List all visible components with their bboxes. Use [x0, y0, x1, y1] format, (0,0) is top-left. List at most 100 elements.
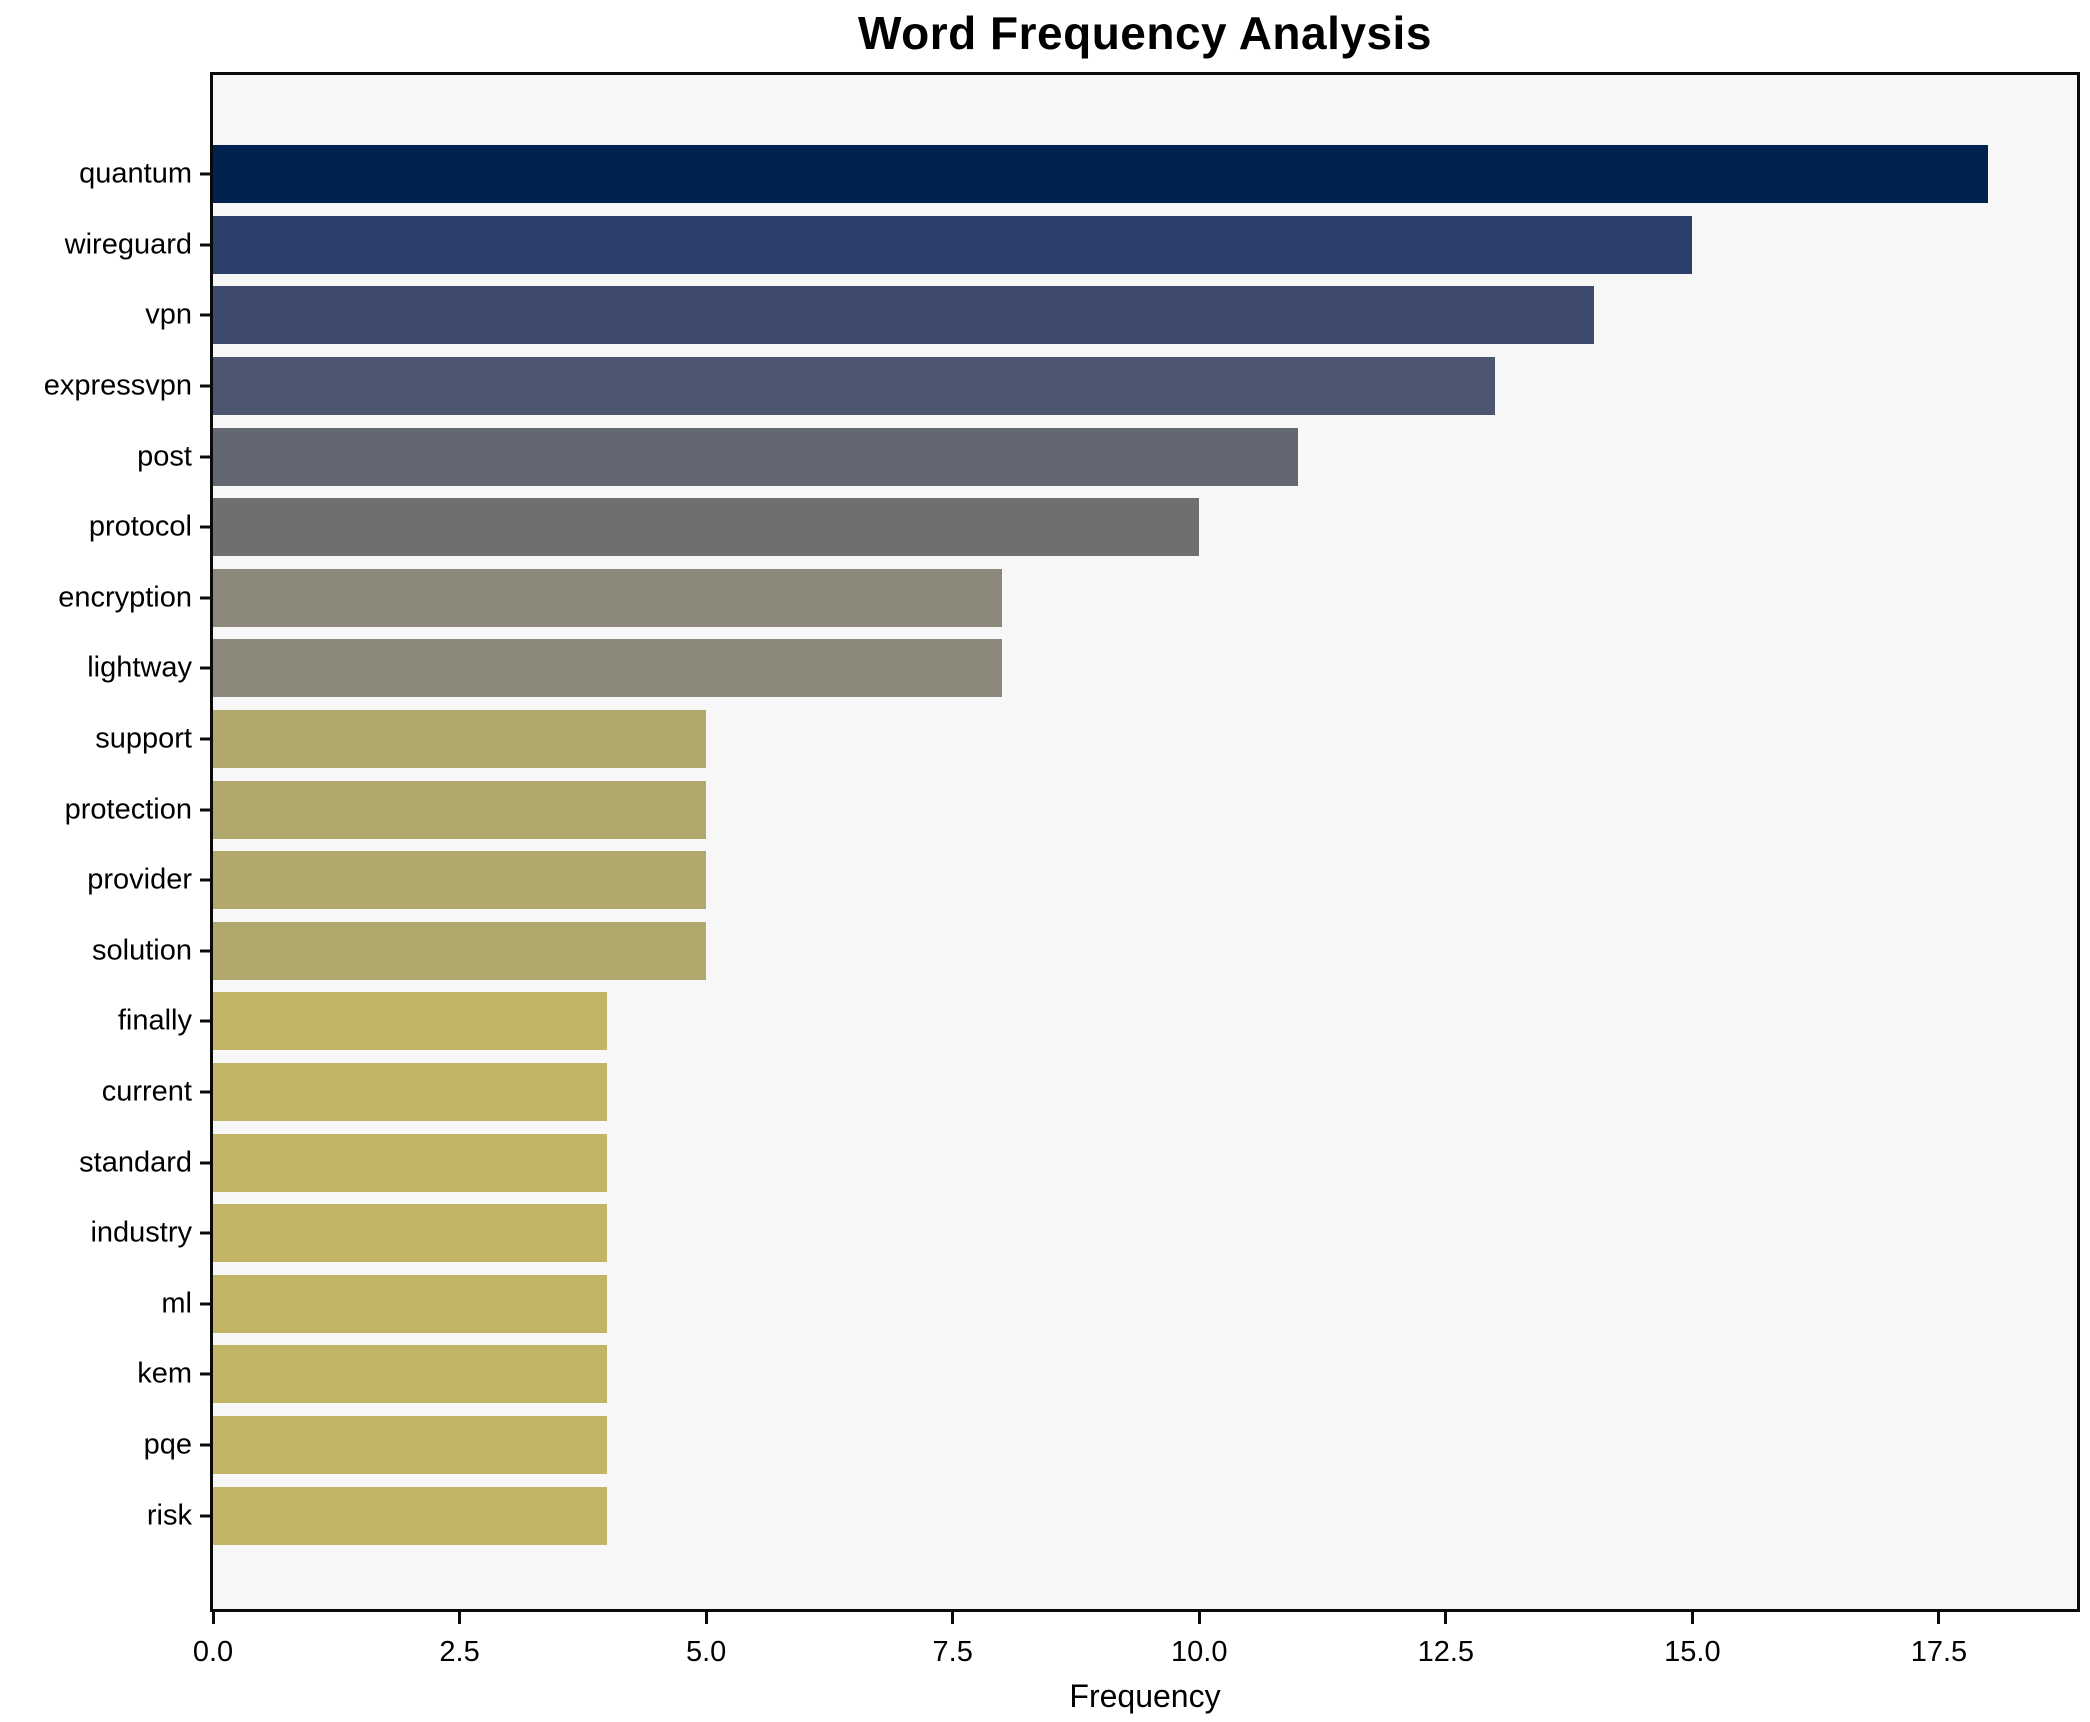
bar-vpn	[213, 286, 1594, 345]
y-axis-label: risk	[146, 1499, 192, 1532]
bar-protocol	[213, 498, 1200, 557]
x-tick-mark	[1444, 1612, 1448, 1624]
y-axis-label: quantum	[79, 157, 192, 190]
chart-row: solution	[92, 916, 2077, 987]
chart-row: wireguard	[65, 210, 2077, 281]
bar-wireguard	[213, 215, 1693, 274]
chart-row: standard	[79, 1127, 2077, 1198]
bar-finally	[213, 992, 608, 1051]
chart-row: protocol	[89, 492, 2077, 563]
bar-quantum	[213, 145, 1989, 204]
y-axis-label: expressvpn	[43, 369, 192, 402]
y-tick-mark	[200, 737, 210, 741]
bar-risk	[213, 1486, 608, 1545]
chart-row: risk	[147, 1480, 2077, 1551]
y-axis-label: lightway	[87, 651, 192, 684]
chart-row: lightway	[87, 633, 2077, 704]
x-tick-label: 5.0	[685, 1636, 727, 1668]
x-tick-label: 7.5	[932, 1636, 973, 1668]
y-axis-label: industry	[90, 1216, 192, 1249]
chart-title: Word Frequency Analysis	[858, 7, 1432, 59]
bar-support	[213, 710, 707, 769]
bar-encryption	[213, 568, 1002, 627]
chart-row: finally	[118, 986, 2077, 1057]
bar-kem	[213, 1345, 608, 1404]
chart-row: current	[102, 1057, 2077, 1128]
y-tick-mark	[200, 1443, 210, 1447]
y-tick-mark	[200, 1019, 210, 1023]
y-tick-mark	[200, 313, 210, 317]
bar-expressvpn	[213, 357, 1496, 416]
y-axis-label: standard	[79, 1146, 192, 1179]
plot-area: quantum wireguard vpn expressvpn post protoco…	[44, 72, 2080, 1668]
y-tick-mark	[200, 1372, 210, 1376]
chart-row: encryption	[58, 563, 2077, 634]
y-tick-mark	[200, 666, 210, 670]
chart-row: expressvpn	[44, 351, 2077, 422]
y-tick-mark	[200, 878, 210, 882]
y-tick-mark	[200, 384, 210, 388]
y-axis-label: post	[137, 440, 192, 473]
y-axis-label: provider	[87, 863, 192, 896]
bar-current	[213, 1063, 608, 1122]
y-tick-mark	[200, 596, 210, 600]
x-axis-title: Frequency	[1069, 1678, 1221, 1714]
y-tick-mark	[200, 172, 210, 176]
y-axis-label: kem	[137, 1357, 192, 1390]
x-tick-mark	[1937, 1612, 1941, 1624]
x-tick-mark	[1197, 1612, 1201, 1624]
bar-standard	[213, 1133, 608, 1192]
y-tick-mark	[200, 1231, 210, 1235]
y-tick-mark	[200, 1302, 210, 1306]
chart-row: pqe	[144, 1410, 2077, 1481]
bar-post	[213, 427, 1298, 486]
x-tick-mark	[458, 1612, 462, 1624]
y-tick-mark	[200, 1090, 210, 1094]
chart-row: industry	[90, 1198, 2077, 1269]
y-tick-mark	[200, 1161, 210, 1165]
bar-lightway	[213, 639, 1002, 698]
bar-pqe	[213, 1415, 608, 1474]
x-tick-label: 10.0	[1171, 1636, 1228, 1668]
y-axis-label: encryption	[58, 581, 192, 614]
chart-row: protection	[65, 774, 2077, 845]
y-tick-mark	[200, 243, 210, 247]
bar-solution	[213, 921, 707, 980]
chart-row: ml	[161, 1269, 2077, 1340]
y-axis-label: finally	[117, 1004, 192, 1037]
y-axis-label: pqe	[143, 1428, 192, 1461]
y-axis-label: support	[95, 722, 192, 755]
y-axis-label: vpn	[145, 298, 192, 331]
y-tick-mark	[200, 949, 210, 953]
chart-row: provider	[87, 845, 2077, 916]
y-tick-mark	[200, 455, 210, 459]
bars-container: quantum wireguard vpn expressvpn post protoco…	[44, 139, 2077, 1551]
chart-row: quantum	[79, 139, 2077, 210]
y-axis-label: wireguard	[64, 228, 192, 261]
bar-industry	[213, 1204, 608, 1263]
y-tick-mark	[200, 808, 210, 812]
chart-row: post	[137, 421, 2077, 492]
chart-row: kem	[137, 1339, 2077, 1410]
y-axis-label: protocol	[88, 510, 192, 543]
bar-provider	[213, 851, 707, 910]
x-tick-label: 17.5	[1910, 1636, 1968, 1668]
chart-row: support	[95, 704, 2077, 775]
y-axis-label: ml	[161, 1287, 192, 1320]
y-tick-mark	[200, 525, 210, 529]
bar-ml	[213, 1274, 608, 1333]
x-tick-mark	[211, 1612, 215, 1624]
chart-row: vpn	[145, 280, 2077, 351]
x-tick-mark	[704, 1612, 708, 1624]
y-axis-label: current	[101, 1075, 192, 1108]
y-tick-mark	[200, 1514, 210, 1518]
x-tick-mark	[951, 1612, 955, 1624]
x-tick-mark	[1690, 1612, 1694, 1624]
y-axis-label: protection	[64, 793, 192, 826]
x-tick-label: 15.0	[1664, 1636, 1721, 1668]
y-axis-label: solution	[92, 934, 192, 967]
bar-protection	[213, 780, 707, 839]
x-tick-label: 2.5	[439, 1636, 480, 1668]
x-tick-label: 0.0	[192, 1636, 234, 1668]
